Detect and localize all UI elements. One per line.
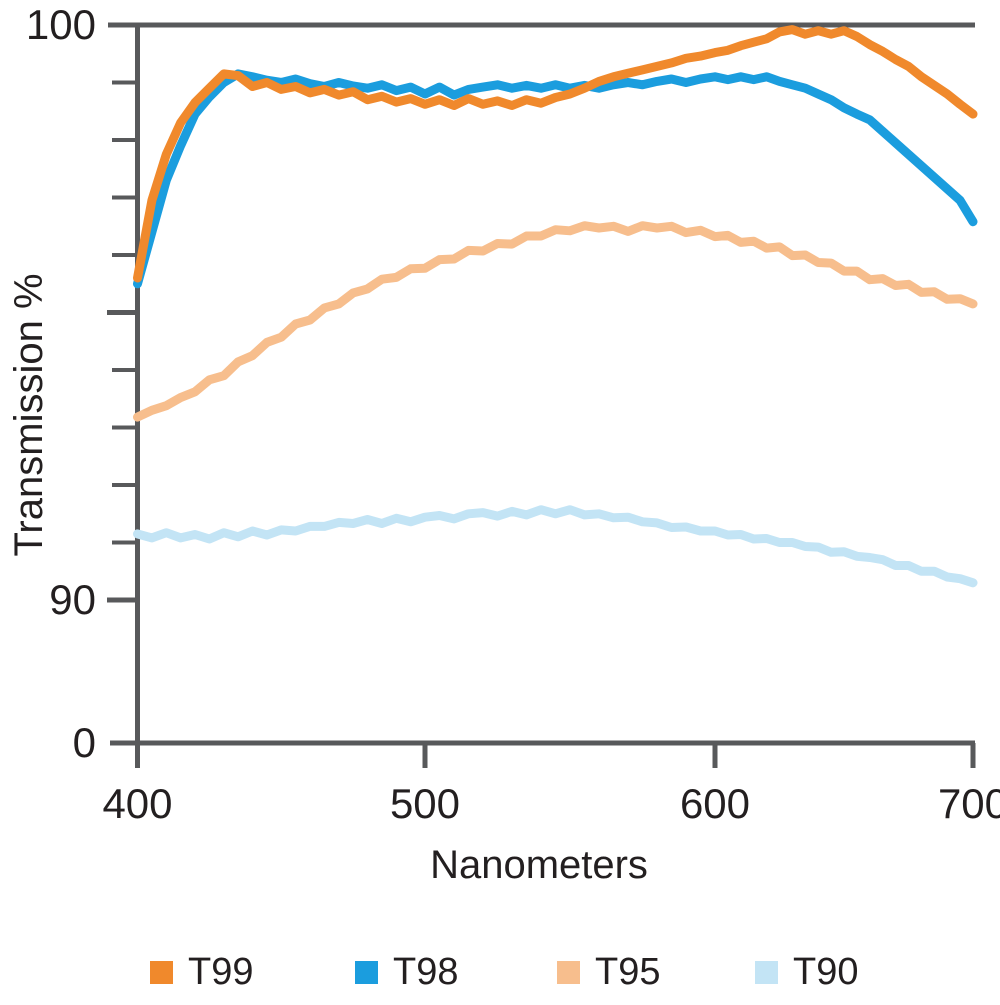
legend-swatch-t99 [150,961,173,984]
legend-swatch-t90 [755,961,778,984]
series-lines [133,25,978,588]
legend-label-t98: T98 [393,951,458,993]
x-tick-label-400: 400 [102,780,172,827]
y-tick-label-0: 0 [73,719,96,766]
y-tick-label-90: 90 [49,576,96,623]
legend-label-t99: T99 [188,951,253,993]
series-line-t98 [133,69,978,289]
x-tick-label-600: 600 [680,780,750,827]
legend: T99 T98 T95 T90 [150,951,858,993]
series-line-t95 [133,221,978,422]
y-axis-tick-labels: 100 90 0 [26,1,96,766]
series-line-t99 [133,25,978,283]
x-axis-title: Nanometers [430,843,648,887]
y-axis-title: Transmission % [7,273,51,556]
x-tick-label-500: 500 [390,780,460,827]
y-axis-ticks [107,80,137,603]
y-tick-label-100: 100 [26,1,96,48]
x-axis-ticks [135,743,976,768]
legend-label-t95: T95 [595,951,660,993]
series-line-t90 [133,505,978,588]
x-axis-tick-labels: 400 500 600 700 [102,780,1000,827]
legend-label-t90: T90 [793,951,858,993]
x-tick-label-700: 700 [938,780,1000,827]
legend-swatch-t98 [355,961,378,984]
legend-swatch-t95 [557,961,580,984]
